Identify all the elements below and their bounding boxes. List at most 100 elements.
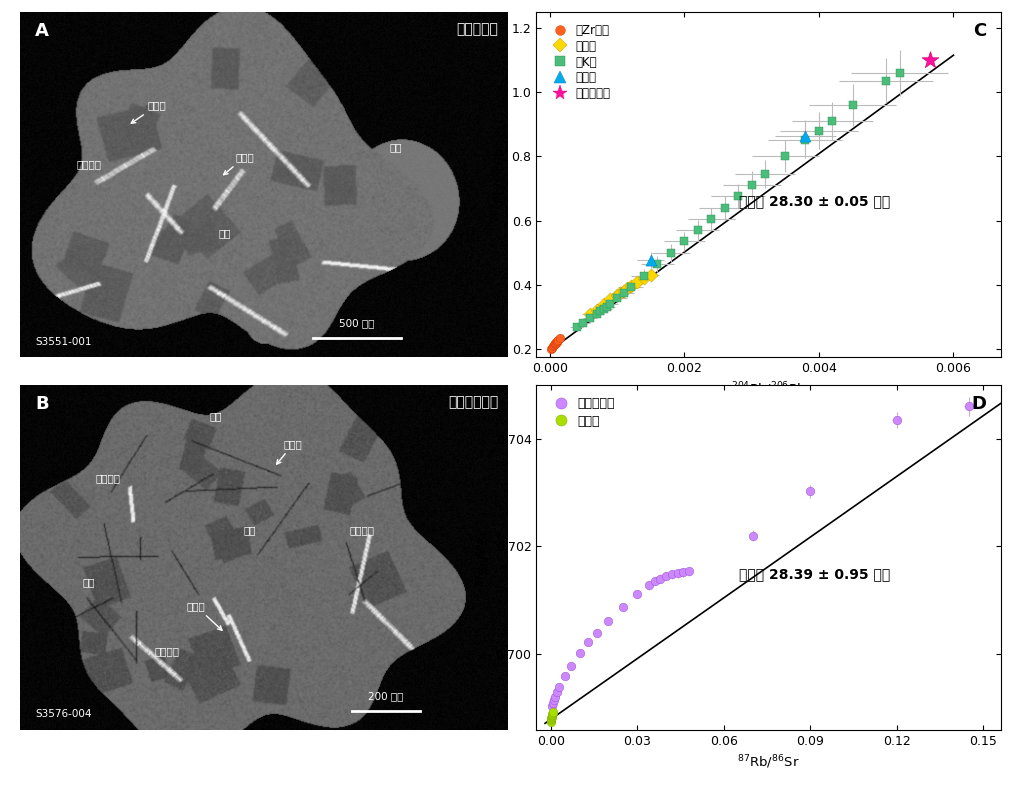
Text: S3576-004: S3576-004 — [35, 709, 92, 720]
Point — [619, 282, 635, 294]
Text: 钓鐵矿: 钓鐵矿 — [132, 100, 166, 123]
Point — [547, 691, 564, 704]
Point — [642, 253, 659, 266]
Point — [623, 281, 639, 294]
Text: 长石: 长石 — [209, 411, 222, 421]
Text: 单斜辉石: 单斜辉石 — [96, 473, 120, 484]
Point — [961, 400, 977, 413]
Point — [922, 54, 938, 66]
Point — [730, 190, 746, 203]
Text: 单斜辉石: 单斜辉石 — [77, 159, 101, 169]
Point — [824, 114, 840, 127]
Point — [544, 708, 561, 720]
Point — [595, 297, 612, 310]
Point — [544, 342, 561, 354]
Point — [844, 99, 861, 111]
Point — [616, 284, 632, 297]
Point — [543, 342, 560, 355]
Point — [549, 335, 566, 347]
Point — [589, 626, 605, 639]
Y-axis label: $^{87}$Sr/$^{86}$Sr: $^{87}$Sr/$^{86}$Sr — [475, 528, 493, 587]
Point — [551, 331, 568, 344]
Point — [675, 566, 691, 578]
Point — [744, 529, 761, 542]
Point — [797, 134, 814, 147]
Point — [602, 297, 619, 310]
Point — [676, 235, 692, 248]
Point — [636, 272, 652, 285]
Point — [613, 286, 629, 299]
Point — [609, 289, 625, 301]
Text: 钓鐵矿: 钓鐵矿 — [224, 152, 254, 174]
Point — [888, 413, 905, 426]
Point — [797, 130, 814, 143]
Text: 低钓玄武岩: 低钓玄武岩 — [456, 22, 498, 36]
Text: A: A — [35, 22, 49, 40]
Point — [649, 258, 666, 271]
Point — [599, 301, 616, 313]
Point — [640, 579, 657, 592]
Point — [548, 686, 565, 698]
Text: 单斜辉石: 单斜辉石 — [154, 646, 179, 656]
Point — [663, 246, 679, 259]
Text: 长石: 长石 — [389, 142, 402, 152]
Point — [629, 275, 645, 288]
Point — [582, 312, 598, 325]
Point — [549, 334, 566, 346]
Point — [589, 304, 605, 316]
Point — [703, 213, 720, 226]
Text: C: C — [973, 22, 986, 40]
Point — [575, 317, 591, 330]
Point — [609, 292, 625, 305]
Text: 年龄： 28.39 ± 0.95 亿年: 年龄： 28.39 ± 0.95 亿年 — [739, 567, 890, 581]
Point — [689, 224, 706, 237]
Point — [646, 574, 663, 587]
Point — [572, 647, 588, 660]
Point — [803, 485, 819, 498]
Point — [546, 338, 563, 350]
Point — [629, 588, 645, 600]
Point — [551, 680, 568, 693]
Point — [616, 286, 632, 299]
Point — [595, 302, 612, 315]
Point — [544, 705, 561, 718]
Point — [545, 338, 562, 351]
Legend: 含Zr矿物, 磷灰石, 富K相, 陨硫铁, 月球初始铅: 含Zr矿物, 磷灰石, 富K相, 陨硫铁, 月球初始铅 — [542, 17, 617, 107]
Point — [557, 670, 574, 682]
Point — [548, 335, 565, 348]
Text: 单斜辉石: 单斜辉石 — [349, 525, 374, 535]
Point — [600, 615, 617, 627]
Y-axis label: $^{207}$Pb/$^{206}$Pb: $^{207}$Pb/$^{206}$Pb — [491, 147, 508, 222]
Text: 长石: 长石 — [243, 525, 255, 535]
Point — [811, 125, 827, 137]
Text: 200 微米: 200 微米 — [369, 690, 403, 701]
Point — [569, 321, 585, 334]
Legend: 后期填充物, 斜长石: 后期填充物, 斜长石 — [542, 391, 622, 434]
Point — [582, 308, 598, 320]
Text: 500 微米: 500 微米 — [339, 318, 375, 328]
Point — [658, 570, 674, 582]
Point — [544, 707, 561, 720]
Point — [545, 694, 562, 706]
Point — [544, 699, 561, 712]
Text: 超低钓玄武岩: 超低钓玄武岩 — [448, 395, 498, 409]
Point — [652, 573, 669, 585]
Point — [717, 201, 733, 214]
Point — [580, 636, 596, 649]
Point — [547, 336, 564, 349]
X-axis label: $^{204}$Pb/$^{206}$Pb: $^{204}$Pb/$^{206}$Pb — [731, 380, 806, 398]
Text: 钓鐵矿: 钓鐵矿 — [277, 439, 303, 464]
Point — [757, 168, 773, 181]
X-axis label: $^{87}$Rb/$^{86}$Sr: $^{87}$Rb/$^{86}$Sr — [737, 753, 799, 771]
Point — [615, 600, 631, 613]
Point — [589, 308, 605, 320]
Point — [642, 269, 659, 282]
Point — [543, 716, 560, 728]
Point — [592, 305, 609, 317]
Text: D: D — [972, 395, 986, 413]
Point — [602, 293, 619, 305]
Point — [623, 280, 639, 293]
Point — [543, 712, 560, 724]
Point — [636, 270, 652, 282]
Point — [891, 66, 908, 79]
